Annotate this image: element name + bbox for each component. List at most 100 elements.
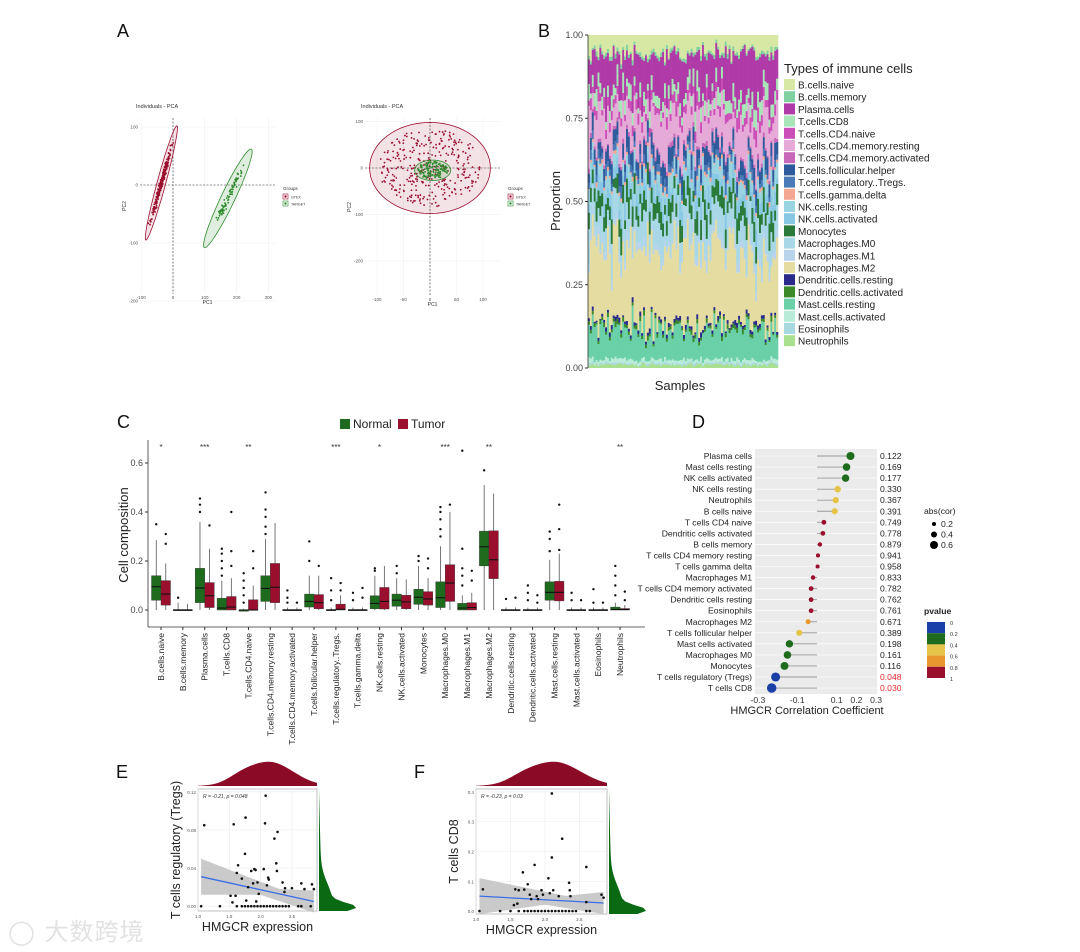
data-point-target — [429, 170, 431, 172]
pvalue-label: 0.782 — [880, 584, 902, 594]
legend-label: Macrophages.M2 — [798, 264, 876, 275]
stacked-bar-segment — [636, 206, 638, 220]
stacked-bar-segment — [763, 169, 765, 187]
stacked-bar-segment — [746, 366, 748, 368]
data-point-gtex — [386, 174, 388, 176]
stacked-bar-segment — [698, 35, 700, 47]
size-legend-dot — [932, 522, 936, 526]
stacked-bar-segment — [624, 160, 626, 164]
stacked-bar-segment — [683, 62, 685, 99]
x-tick-label: Mast.cells.resting — [549, 633, 559, 699]
stacked-bar-segment — [620, 229, 622, 256]
stacked-bar-segment — [596, 247, 598, 321]
stacked-bar-segment — [670, 121, 672, 142]
stacked-bar-segment — [592, 112, 594, 130]
stacked-bar-segment — [603, 109, 605, 166]
stacked-bar-segment — [776, 49, 778, 78]
significance-stars: ** — [245, 443, 251, 452]
stacked-bar-segment — [761, 167, 763, 180]
data-point-gtex — [458, 169, 460, 171]
lollipop-dot — [833, 497, 839, 503]
stacked-bar-segment — [626, 166, 628, 179]
stacked-bar-segment — [653, 92, 655, 103]
stacked-bar-segment — [630, 363, 632, 364]
stacked-bar-segment — [603, 261, 605, 320]
stacked-bar-segment — [744, 45, 746, 104]
stacked-bar-segment — [694, 52, 696, 55]
stacked-bar-segment — [672, 146, 674, 162]
stacked-bar-segment — [715, 43, 717, 68]
stacked-bar-segment — [765, 178, 767, 197]
outlier-point — [286, 589, 288, 591]
stacked-bar-segment — [691, 197, 693, 205]
data-point — [262, 868, 265, 871]
data-point-gtex — [469, 143, 471, 145]
data-point-gtex — [164, 170, 166, 172]
data-point-gtex — [424, 135, 426, 137]
stacked-bar-segment — [736, 56, 738, 110]
data-point — [516, 902, 519, 905]
stacked-bar-segment — [598, 57, 600, 60]
stacked-bar-segment — [753, 110, 755, 128]
stacked-bar-segment — [706, 362, 708, 363]
stacked-bar-segment — [649, 212, 651, 235]
stacked-bar-segment — [674, 137, 676, 148]
stacked-bar-segment — [611, 363, 613, 365]
stacked-bar-segment — [757, 362, 759, 365]
stacked-bar-segment — [765, 255, 767, 340]
stacked-bar-segment — [748, 103, 750, 135]
stacked-bar-segment — [755, 110, 757, 130]
stacked-bar-segment — [772, 189, 774, 205]
stacked-bar-segment — [717, 150, 719, 158]
stacked-bar-segment — [594, 175, 596, 188]
stacked-bar-segment — [592, 50, 594, 75]
stacked-bar-segment — [729, 364, 731, 366]
data-point-target — [423, 174, 425, 176]
stacked-bar-segment — [675, 193, 677, 203]
stacked-bar-segment — [696, 180, 698, 190]
data-point — [533, 910, 536, 913]
stacked-bar-segment — [731, 226, 733, 233]
stacked-bar-segment — [721, 147, 723, 154]
stacked-bar-segment — [702, 153, 704, 156]
stacked-bar-segment — [611, 57, 613, 61]
stacked-bar-segment — [628, 132, 630, 136]
data-point-gtex — [455, 193, 457, 195]
stacked-bar-segment — [674, 220, 676, 319]
stacked-bar-segment — [713, 143, 715, 159]
stacked-bar-segment — [712, 83, 714, 91]
stacked-bar-segment — [601, 110, 603, 115]
stacked-bar-segment — [712, 55, 714, 83]
stacked-bar-segment — [774, 91, 776, 105]
data-point-gtex — [432, 146, 434, 148]
stacked-bar-segment — [628, 136, 630, 154]
stacked-bar-segment — [694, 233, 696, 258]
stacked-bar-segment — [626, 129, 628, 148]
stacked-bar-segment — [609, 362, 611, 363]
stacked-bar-segment — [632, 60, 634, 65]
stacked-bar-segment — [641, 179, 643, 183]
stacked-bar-segment — [598, 35, 600, 57]
stacked-bar-segment — [658, 362, 660, 364]
stacked-bar-segment — [637, 330, 639, 334]
stacked-bar-segment — [672, 239, 674, 244]
stacked-bar-segment — [732, 322, 734, 324]
data-point — [544, 910, 547, 913]
row-label: T cells CD4 memory activated — [638, 584, 753, 594]
stacked-bar-segment — [770, 313, 772, 316]
stacked-bar-segment — [721, 136, 723, 147]
outlier-point — [242, 601, 244, 603]
stacked-bar-segment — [679, 364, 681, 365]
stacked-bar-segment — [639, 204, 641, 242]
stacked-bar-segment — [687, 176, 689, 195]
stacked-bar-segment — [653, 106, 655, 142]
row-label: Neutrophils — [709, 495, 752, 505]
stacked-bar-segment — [765, 364, 767, 366]
colorbar-tick-label: 0.8 — [950, 666, 958, 672]
stacked-bar-segment — [615, 178, 617, 189]
stacked-bar-segment — [677, 135, 679, 137]
legend-swatch — [784, 262, 795, 273]
stacked-bar-segment — [601, 153, 603, 159]
data-point-gtex — [381, 172, 383, 174]
stacked-bar-segment — [748, 137, 750, 147]
